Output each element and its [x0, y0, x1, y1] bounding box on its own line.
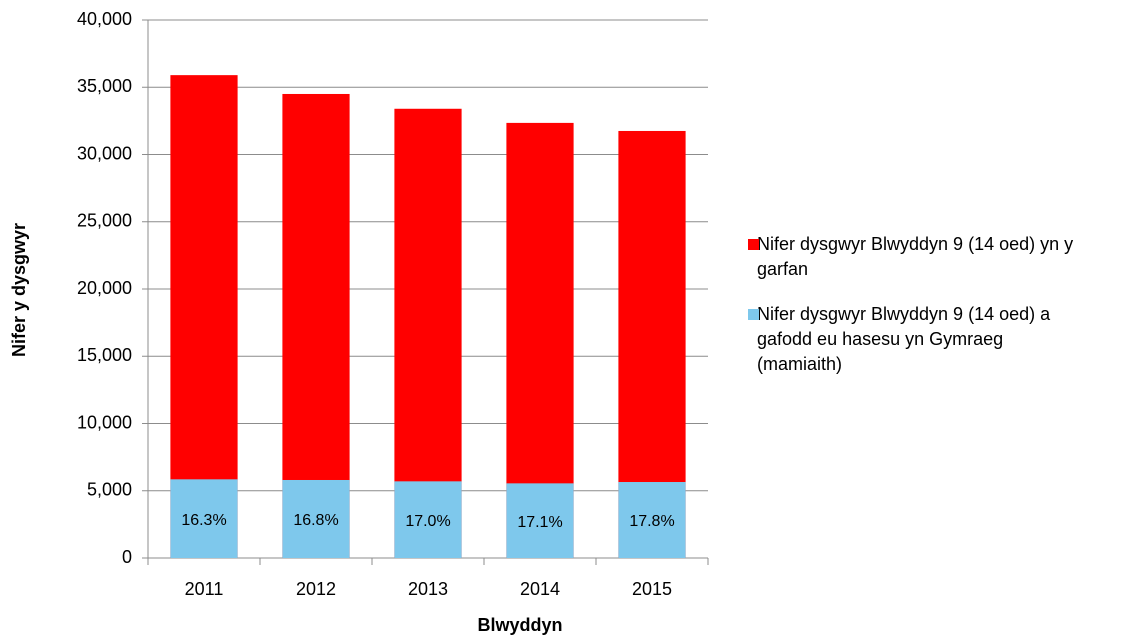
y-tick-label: 10,000 [77, 412, 132, 432]
y-tick-label: 40,000 [77, 9, 132, 29]
legend-swatch [748, 239, 759, 250]
bar [506, 483, 574, 558]
bar [170, 479, 238, 558]
x-tick-label: 2013 [408, 579, 448, 599]
legend-item: Nifer dysgwyr Blwyddyn 9 (14 oed) a gafo… [748, 302, 1088, 377]
x-tick-label: 2015 [632, 579, 672, 599]
y-tick-label: 25,000 [77, 211, 132, 231]
legend-label: Nifer dysgwyr Blwyddyn 9 (14 oed) a gafo… [757, 304, 1051, 374]
legend-label: Nifer dysgwyr Blwyddyn 9 (14 oed) yn y g… [757, 234, 1074, 279]
y-axis-title: Nifer y dysgwyr [9, 223, 29, 357]
y-tick-label: 35,000 [77, 76, 132, 96]
data-label: 16.3% [181, 512, 226, 529]
data-label: 17.8% [629, 513, 674, 530]
bar [282, 479, 350, 558]
legend-swatch [748, 309, 759, 320]
y-tick-label: 20,000 [77, 278, 132, 298]
data-label: 17.0% [405, 513, 450, 530]
y-tick-label: 15,000 [77, 345, 132, 365]
x-tick-label: 2012 [296, 579, 336, 599]
x-axis-title: Blwyddyn [477, 615, 562, 635]
bar [394, 481, 462, 558]
legend-item: Nifer dysgwyr Blwyddyn 9 (14 oed) yn y g… [748, 232, 1088, 282]
y-tick-label: 5,000 [87, 480, 132, 500]
x-tick-label: 2014 [520, 579, 560, 599]
y-tick-label: 30,000 [77, 143, 132, 163]
x-tick-label: 2011 [185, 579, 224, 599]
bar [618, 482, 686, 558]
data-label: 16.8% [293, 512, 338, 529]
y-tick-label: 0 [122, 547, 132, 567]
data-label: 17.1% [517, 514, 562, 531]
bar [170, 75, 238, 559]
